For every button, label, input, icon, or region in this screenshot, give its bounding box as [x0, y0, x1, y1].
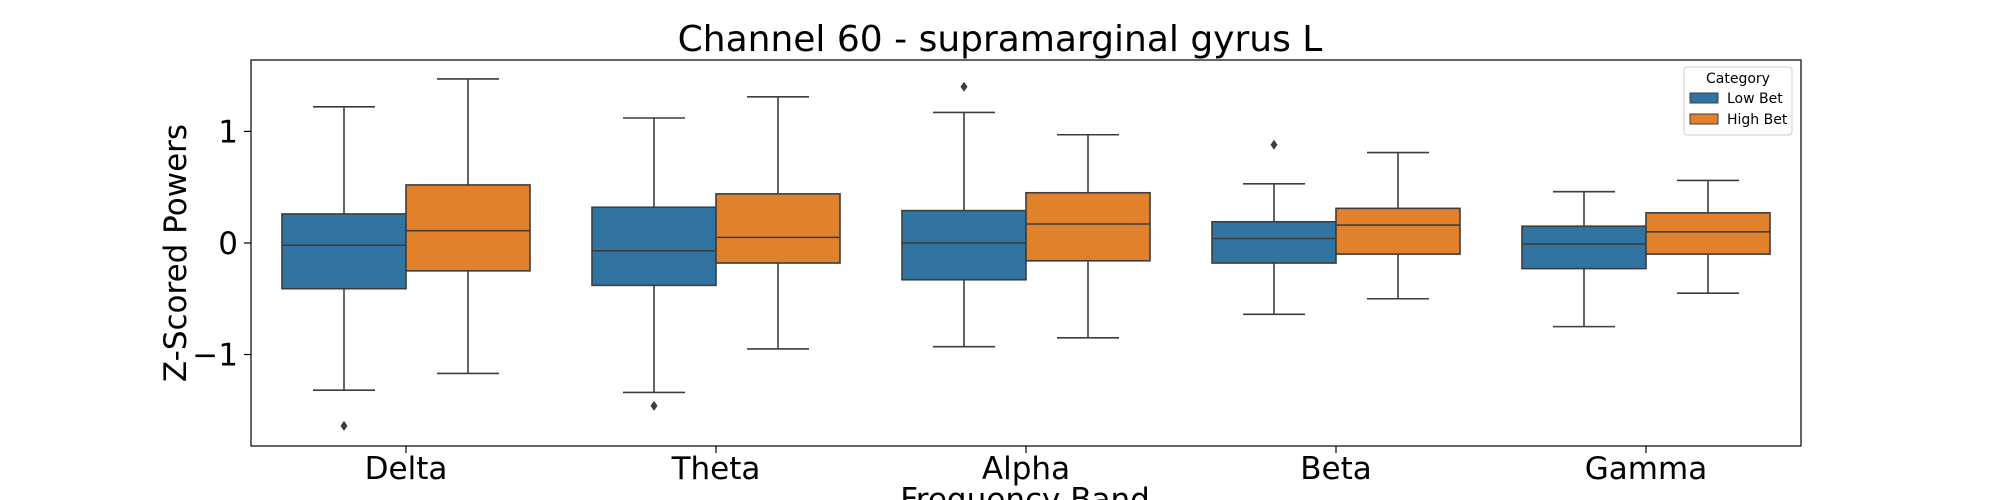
- box-low-bet: [1211, 220, 1337, 264]
- plot-frame: [250, 59, 1802, 447]
- x-tick-label: Theta: [671, 451, 761, 487]
- legend-label-high-bet: High Bet: [1727, 112, 1788, 128]
- legend-title: Category: [1706, 71, 1770, 87]
- x-tick-label: Gamma: [1585, 451, 1707, 487]
- x-tick-label: Alpha: [982, 451, 1070, 487]
- x-tick-label: Delta: [365, 451, 448, 487]
- outlier-point-low-bet: [650, 400, 658, 411]
- box-low-bet: [281, 213, 407, 290]
- y-tick-label: −1: [192, 338, 238, 374]
- chart-title: Channel 60 - supramarginal gyrus L: [678, 19, 1323, 60]
- box-high-bet: [715, 193, 841, 264]
- y-tick-label: 1: [218, 114, 238, 150]
- legend-label-low-bet: Low Bet: [1727, 91, 1783, 107]
- y-axis-label: Z-Scored Powers: [158, 124, 194, 382]
- legend-swatch-low-bet: [1689, 92, 1719, 104]
- y-tick-label: 0: [218, 226, 238, 262]
- box-high-bet: [1335, 207, 1461, 255]
- box-low-bet: [591, 206, 717, 287]
- legend-swatch-high-bet: [1689, 113, 1719, 125]
- legend: Category Low Bet High Bet: [1683, 66, 1793, 136]
- box-high-bet: [1025, 191, 1151, 262]
- outlier-point-low-bet: [960, 81, 968, 92]
- outlier-point-low-bet: [340, 420, 348, 431]
- box-low-bet: [1521, 225, 1647, 270]
- plot-area: 1 0 −1 Delta Theta Alpha Beta Gamma: [192, 78, 1771, 487]
- outlier-point-low-bet: [1270, 139, 1278, 150]
- box-low-bet: [901, 209, 1027, 281]
- x-tick-label: Beta: [1300, 451, 1372, 487]
- box-high-bet: [1645, 212, 1771, 255]
- x-axis-label: Frequency Band: [900, 482, 1150, 500]
- box-high-bet: [405, 184, 531, 272]
